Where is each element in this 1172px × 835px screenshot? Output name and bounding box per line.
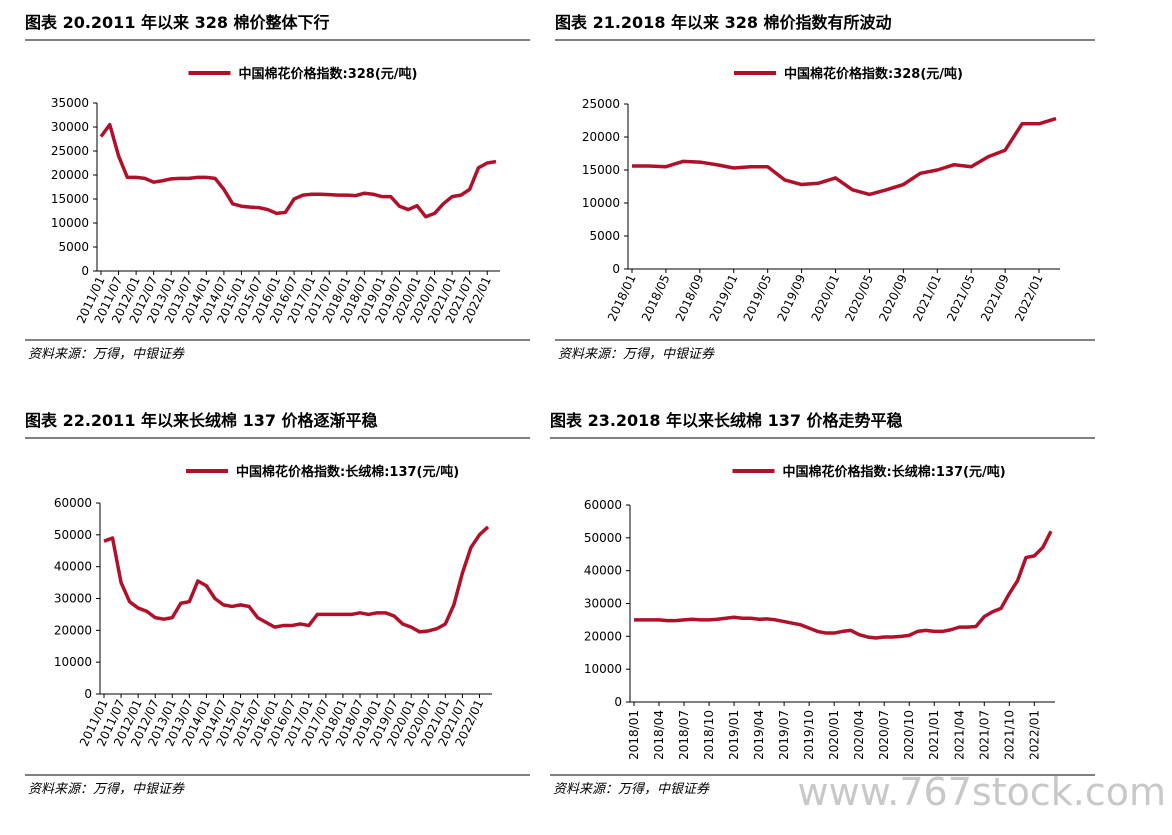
x-tick-label: 2019/04 <box>752 710 766 760</box>
y-tick-label: 50000 <box>54 528 92 542</box>
y-tick-label: 60000 <box>584 498 622 512</box>
x-tick-label: 2018/07 <box>677 710 691 760</box>
x-tick-label: 2022/01 <box>1012 272 1046 323</box>
x-tick-label: 2019/01 <box>707 272 741 323</box>
source-note: 资料来源：万得，中银证券 <box>28 347 185 362</box>
x-tick-label: 2019/07 <box>777 710 791 760</box>
y-tick-label: 0 <box>81 264 89 278</box>
y-tick-label: 5000 <box>58 240 89 254</box>
y-tick-label: 0 <box>614 695 622 709</box>
y-tick-label: 10000 <box>584 662 622 676</box>
legend-label: 中国棉花价格指数:长绒棉:137(元/吨) <box>236 464 459 480</box>
x-tick-label: 2020/04 <box>852 710 866 760</box>
x-tick-label: 2021/01 <box>927 710 941 760</box>
y-tick-label: 10000 <box>54 655 92 669</box>
chart-title: 图表 23.2018 年以来长绒棉 137 价格走势平稳 <box>550 411 903 430</box>
x-tick-label: 2018/05 <box>639 272 673 323</box>
y-tick-label: 40000 <box>54 560 92 574</box>
chart-title: 图表 21.2018 年以来 328 棉价指数有所波动 <box>555 13 892 32</box>
x-tick-label: 2020/10 <box>902 710 916 760</box>
x-tick-label: 2021/01 <box>910 272 944 323</box>
legend-label: 中国棉花价格指数:328(元/吨) <box>784 66 963 82</box>
x-tick-label: 2019/05 <box>741 272 775 323</box>
y-tick-label: 20000 <box>54 623 92 637</box>
x-tick-label: 2020/01 <box>827 710 841 760</box>
x-tick-label: 2020/05 <box>842 272 876 323</box>
y-tick-label: 30000 <box>54 592 92 606</box>
y-tick-label: 10000 <box>582 196 620 210</box>
y-tick-label: 25000 <box>51 144 89 158</box>
y-tick-label: 20000 <box>582 130 620 144</box>
x-tick-label: 2019/10 <box>802 710 816 760</box>
x-tick-label: 2020/09 <box>876 272 910 323</box>
y-tick-label: 10000 <box>51 216 89 230</box>
series-line <box>632 116 1057 197</box>
series-line <box>634 530 1053 640</box>
x-tick-label: 2020/01 <box>808 272 842 323</box>
x-tick-label: 2019/01 <box>727 710 741 760</box>
chart-title: 图表 22.2011 年以来长绒棉 137 价格逐渐平稳 <box>25 411 378 430</box>
x-tick-label: 2020/07 <box>877 710 891 760</box>
x-tick-label: 2018/01 <box>605 272 639 323</box>
y-tick-label: 35000 <box>51 96 89 110</box>
y-tick-label: 15000 <box>582 163 620 177</box>
y-tick-label: 30000 <box>51 120 89 134</box>
y-tick-label: 30000 <box>584 597 622 611</box>
y-tick-label: 0 <box>84 687 92 701</box>
y-tick-label: 0 <box>612 262 620 276</box>
chart-title: 图表 20.2011 年以来 328 棉价整体下行 <box>25 13 330 32</box>
x-tick-label: 2021/05 <box>944 272 978 323</box>
x-tick-label: 2018/09 <box>673 272 707 323</box>
x-tick-label: 2021/10 <box>1002 710 1016 760</box>
legend-label: 中国棉花价格指数:328(元/吨) <box>239 66 418 82</box>
x-tick-label: 2018/04 <box>652 710 666 760</box>
x-tick-label: 2021/07 <box>977 710 991 760</box>
y-tick-label: 50000 <box>584 531 622 545</box>
x-tick-label: 2022/01 <box>1027 710 1041 760</box>
source-note: 资料来源：万得，中银证券 <box>558 347 715 362</box>
y-tick-label: 20000 <box>51 168 89 182</box>
y-tick-label: 60000 <box>54 496 92 510</box>
x-tick-label: 2018/10 <box>702 710 716 760</box>
y-tick-label: 15000 <box>51 192 89 206</box>
x-tick-label: 2021/09 <box>978 272 1012 323</box>
series-line <box>99 122 497 219</box>
y-tick-label: 5000 <box>589 229 620 243</box>
y-tick-label: 20000 <box>584 629 622 643</box>
x-tick-label: 2018/01 <box>627 710 641 760</box>
x-tick-label: 2019/09 <box>775 272 809 323</box>
series-line <box>103 525 490 634</box>
y-tick-label: 25000 <box>582 97 620 111</box>
source-note: 资料来源：万得，中银证券 <box>553 782 710 797</box>
legend-label: 中国棉花价格指数:长绒棉:137(元/吨) <box>783 464 1006 480</box>
y-tick-label: 40000 <box>584 564 622 578</box>
x-tick-label: 2021/04 <box>952 710 966 760</box>
watermark: www.767stock.com <box>798 770 1166 814</box>
source-note: 资料来源：万得，中银证券 <box>28 782 185 797</box>
